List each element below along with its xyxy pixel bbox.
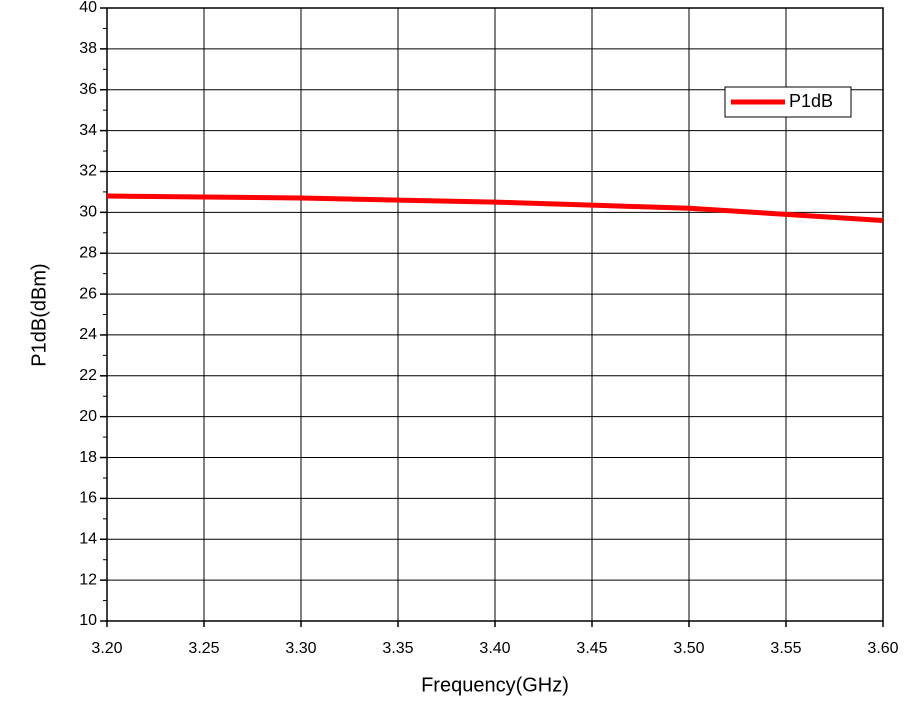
y-tick-label: 20 [79,408,97,425]
y-tick-label: 34 [79,122,97,139]
y-tick-label: 18 [79,449,97,466]
y-tick-label: 40 [79,0,97,16]
plot-frame [106,7,884,622]
x-tick-label: 3.35 [382,640,413,657]
y-tick-label: 22 [79,367,97,384]
x-tick-label: 3.60 [867,640,898,657]
y-tick-label: 30 [79,204,97,221]
x-tick-label: 3.40 [479,640,510,657]
y-tick-label: 16 [79,490,97,507]
y-tick-label: 32 [79,163,97,180]
y-tick-label: 38 [79,40,97,57]
x-tick-label: 3.20 [91,640,122,657]
x-tick-label: 3.50 [673,640,704,657]
y-tick-label: 10 [79,612,97,629]
data-line [106,193,884,224]
x-tick-label: 3.30 [285,640,316,657]
x-tick-label: 3.55 [770,640,801,657]
y-tick-label: 26 [79,285,97,302]
y-axis-title: P1dB(dBm) [28,263,50,366]
x-tick-label: 3.25 [188,640,219,657]
legend-label: P1dB [789,91,833,111]
y-tick-label: 28 [79,244,97,261]
y-tick-label: 24 [79,326,97,343]
x-tick-label: 3.45 [576,640,607,657]
x-axis-title: Frequency(GHz) [421,674,569,696]
y-tick-label: 36 [79,81,97,98]
y-tick-label: 12 [79,571,97,588]
y-tick-label: 14 [79,530,97,547]
